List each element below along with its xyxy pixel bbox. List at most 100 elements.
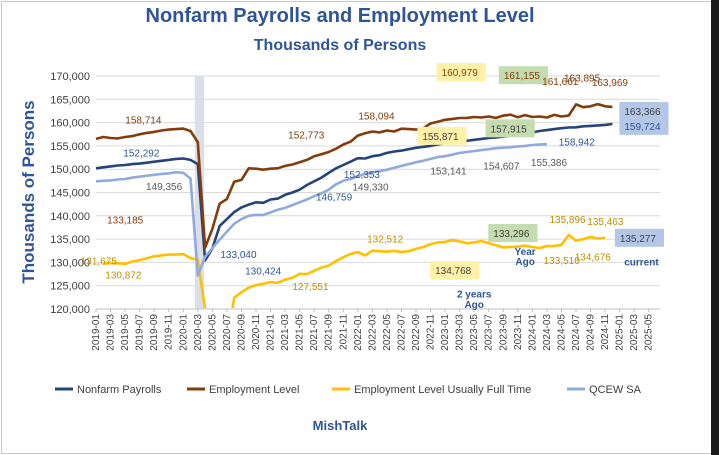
footer-source: MishTalk: [313, 418, 368, 433]
x-tick-label: 2022-11: [426, 314, 437, 350]
x-tick-label: 2019-05: [120, 314, 131, 351]
x-tick-label: 2022-01: [353, 314, 364, 351]
data-label: 135,463: [587, 217, 624, 228]
series-line-employment-level-usually-full-time: [103, 233, 606, 308]
data-label: 152,773: [288, 130, 325, 141]
label-highlight: [488, 224, 538, 243]
data-label: 127,551: [292, 282, 329, 293]
data-label: 133,510: [544, 256, 581, 267]
x-tick-label: 2021-11: [338, 314, 349, 350]
data-label: 158,714: [125, 116, 162, 127]
label-highlight: [430, 261, 480, 280]
x-tick-label: 2023-07: [484, 314, 495, 351]
label-highlight: [619, 101, 669, 120]
y-tick-label: 170,000: [50, 71, 90, 83]
label-highlight: [436, 63, 486, 82]
label-highlight: [498, 66, 549, 85]
x-tick-label: 2025-01: [615, 314, 626, 351]
x-tick-label: 2020-05: [207, 314, 218, 351]
y-tick-label: 155,000: [50, 141, 90, 153]
data-label: 132,512: [367, 235, 404, 246]
x-tick-label: 2021-01: [266, 314, 277, 351]
data-label: 133,185: [107, 216, 144, 227]
series-line-qcew-sa: [95, 142, 547, 277]
data-label: 161,155: [504, 71, 541, 82]
data-label: 130,424: [245, 266, 282, 277]
x-tick-label: 2022-03: [367, 314, 378, 351]
x-tick-label: 2019-07: [135, 314, 146, 351]
data-label: 158,942: [559, 138, 596, 149]
data-label: 135,896: [549, 215, 586, 226]
chart-subtitle: Thousands of Persons: [254, 37, 427, 54]
x-tick-label: 2021-07: [309, 314, 320, 351]
label-highlight: [614, 228, 665, 247]
x-tick-label: 2023-09: [498, 314, 509, 351]
x-tick-label: 2024-05: [556, 314, 567, 351]
data-label: 160,979: [442, 68, 479, 79]
data-label: 159,724: [624, 122, 661, 133]
y-tick-label: 135,000: [50, 234, 90, 246]
data-label: 158,094: [358, 111, 395, 122]
x-tick-label: 2022-05: [382, 314, 393, 351]
data-label: 163,969: [592, 78, 629, 89]
x-tick-label: 2025-03: [629, 314, 640, 351]
data-label: 131,675: [81, 257, 118, 268]
chart-title: Nonfarm Payrolls and Employment Level: [146, 5, 535, 27]
y-axis-label: Thousands of Persons: [19, 100, 38, 283]
y-tick-label: 165,000: [50, 94, 90, 106]
y-tick-label: 150,000: [50, 164, 90, 176]
y-tick-label: 120,000: [50, 304, 90, 316]
x-tick-label: 2023-03: [455, 314, 466, 351]
data-label: 146,759: [316, 192, 353, 203]
x-tick-label: 2023-01: [440, 314, 451, 351]
series-line-employment-level: [95, 102, 613, 249]
x-tick-label: 2019-01: [91, 314, 102, 351]
legend-label: Nonfarm Payrolls: [77, 384, 162, 396]
series-lines: [95, 102, 613, 308]
x-tick-label: 2020-07: [222, 314, 233, 351]
x-tick-label: 2022-09: [411, 314, 422, 351]
window-edge: [711, 0, 719, 455]
x-tick-label: 2023-05: [469, 314, 480, 351]
x-tick-label: 2020-09: [236, 314, 247, 351]
y-axis-ticks: 120,000 125,000 130,000 135,000 140,000 145,0…: [50, 71, 90, 316]
label-highlight: [485, 119, 535, 138]
x-tick-label: 2024-11: [600, 314, 611, 350]
data-label: 134,676: [575, 253, 612, 264]
label-highlight: [417, 126, 467, 145]
data-label: 149,330: [352, 182, 389, 193]
x-axis-ticks: 2019-01 2019-03 2019-05 2019-07 2019-09 2019-…: [91, 308, 660, 351]
x-tick-label: 2019-09: [149, 314, 160, 351]
annotation-label: Year: [515, 247, 536, 258]
y-tick-label: 145,000: [50, 188, 90, 200]
data-label: 154,607: [483, 162, 520, 173]
y-tick-label: 125,000: [50, 281, 90, 293]
x-tick-label: 2019-11: [164, 314, 175, 350]
x-tick-label: 2021-05: [295, 314, 306, 351]
data-label: 152,353: [344, 170, 381, 181]
x-tick-label: 2024-09: [586, 314, 597, 351]
data-label: 155,386: [531, 158, 568, 169]
x-tick-label: 2020-03: [193, 314, 204, 351]
x-tick-label: 2020-11: [251, 314, 262, 350]
data-label: 135,277: [620, 234, 657, 245]
legend-label: Employment Level: [209, 384, 300, 396]
y-tick-label: 160,000: [50, 118, 90, 130]
label-highlight: [619, 116, 669, 135]
data-label: 163,366: [624, 107, 661, 118]
legend: Nonfarm Payrolls Employment Level Employme…: [55, 384, 642, 396]
annotation-label: 2 years: [457, 289, 492, 300]
x-tick-label: 2024-07: [571, 314, 582, 351]
annotation-label: Ago: [464, 300, 483, 311]
data-label: 133,296: [493, 229, 530, 240]
x-tick-label: 2022-07: [396, 314, 407, 351]
data-label: 152,292: [123, 149, 160, 160]
x-tick-label: 2021-03: [280, 314, 291, 351]
x-tick-label: 2025-05: [644, 314, 655, 351]
data-label: 155,871: [422, 132, 459, 143]
data-label: 134,768: [435, 266, 472, 277]
x-tick-label: 2024-03: [542, 314, 553, 351]
annotation-label: current: [624, 258, 659, 269]
